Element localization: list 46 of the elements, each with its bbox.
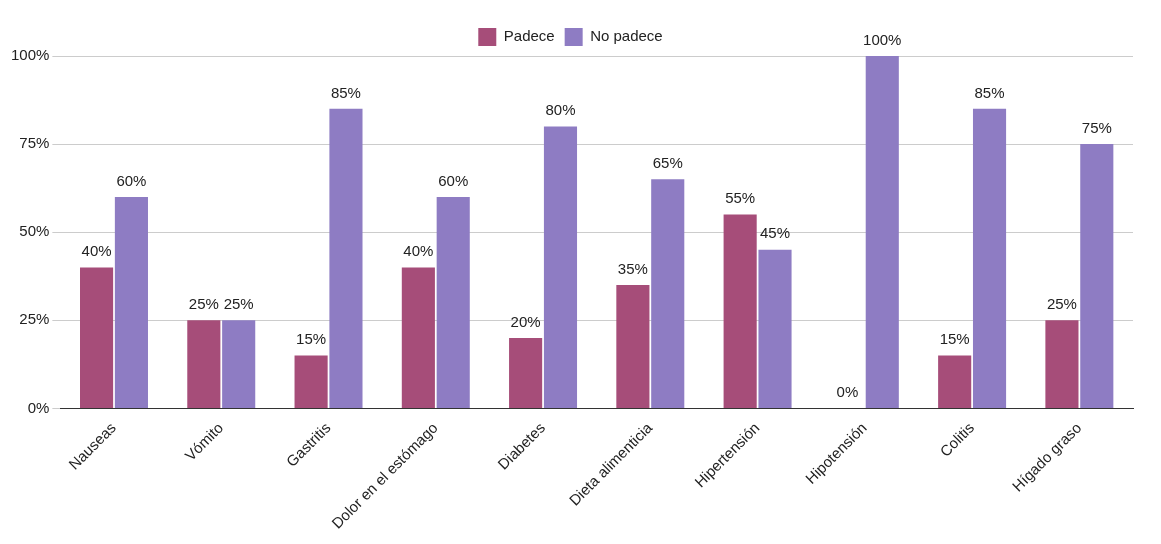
y-tick-label: 50% bbox=[19, 222, 50, 240]
bar bbox=[723, 214, 757, 408]
bar bbox=[972, 108, 1007, 408]
data-label: 45% bbox=[759, 224, 791, 242]
bar bbox=[543, 126, 578, 408]
bar bbox=[758, 249, 792, 408]
bar bbox=[509, 337, 543, 408]
bar bbox=[651, 179, 685, 408]
data-label: 80% bbox=[545, 101, 576, 119]
data-label: 65% bbox=[652, 154, 683, 171]
data-label: 15% bbox=[296, 330, 327, 348]
bar bbox=[294, 355, 328, 408]
data-label: 25% bbox=[1046, 294, 1077, 312]
bar bbox=[401, 267, 435, 408]
bar bbox=[1080, 144, 1114, 408]
data-label: 0% bbox=[836, 383, 859, 401]
legend-label: No padece bbox=[590, 27, 663, 45]
data-label: 25% bbox=[223, 294, 254, 312]
bar bbox=[1045, 320, 1079, 408]
bar bbox=[80, 267, 114, 408]
y-tick-label: 0% bbox=[27, 398, 50, 416]
data-label: 100% bbox=[863, 30, 902, 48]
bar bbox=[329, 108, 363, 408]
bar bbox=[616, 285, 650, 408]
data-label: 85% bbox=[330, 83, 361, 101]
bar bbox=[222, 320, 256, 408]
data-label: 20% bbox=[510, 312, 541, 330]
data-label: 25% bbox=[188, 294, 219, 312]
y-tick-label: 75% bbox=[19, 134, 50, 152]
data-label: 35% bbox=[617, 259, 648, 277]
data-label: 15% bbox=[939, 330, 970, 348]
data-label: 40% bbox=[81, 242, 112, 260]
data-label: 55% bbox=[725, 189, 756, 207]
data-label: 60% bbox=[438, 171, 469, 189]
data-label: 75% bbox=[1081, 118, 1112, 136]
bar bbox=[865, 56, 899, 408]
data-label: 40% bbox=[403, 242, 434, 260]
bar bbox=[938, 355, 972, 408]
y-tick-label: 100% bbox=[10, 46, 50, 64]
bar bbox=[436, 196, 470, 408]
bar bbox=[114, 196, 148, 408]
bar bbox=[187, 320, 221, 408]
y-tick-label: 25% bbox=[19, 310, 50, 328]
data-label: 60% bbox=[116, 171, 147, 189]
legend-label: Padece bbox=[503, 27, 555, 45]
data-label: 85% bbox=[974, 83, 1005, 101]
